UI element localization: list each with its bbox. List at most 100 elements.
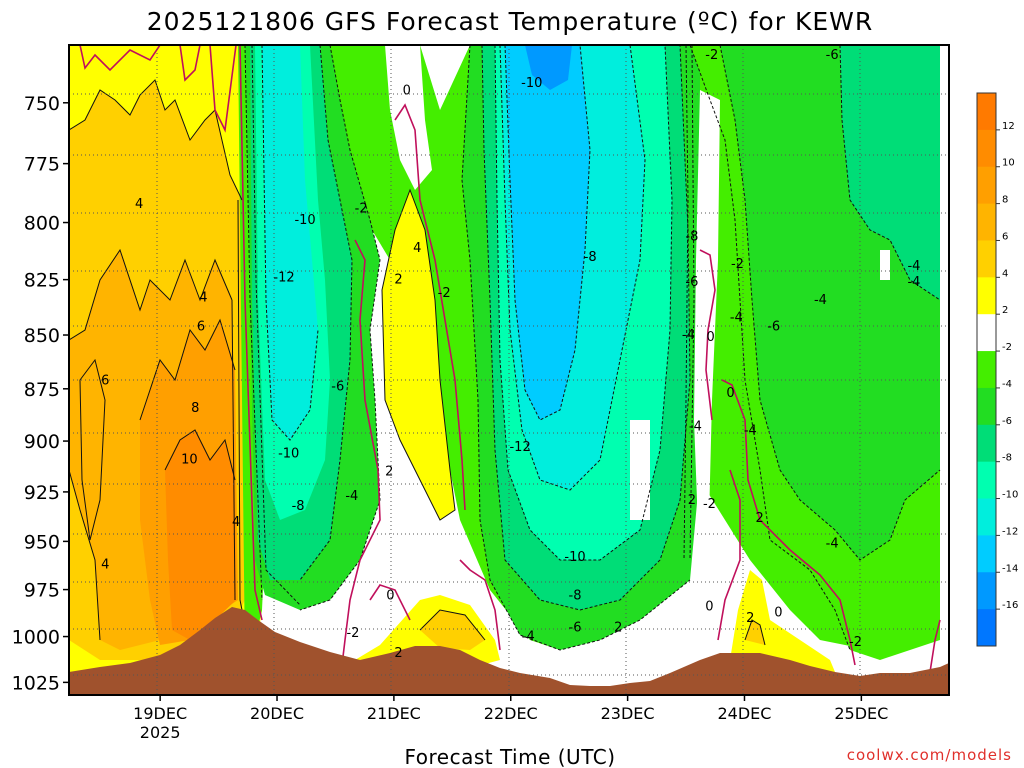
gap-22dec — [385, 45, 432, 190]
contour-label: -4 — [814, 293, 827, 308]
contour-label: -2 — [705, 48, 718, 63]
contour-label: 4 — [101, 558, 109, 573]
contour-label: -8 — [569, 588, 582, 603]
colorbar-swatch — [977, 609, 996, 647]
colorbar-tick-label: -10 — [1002, 490, 1018, 501]
y-tick-label: 750 — [24, 93, 60, 115]
y-tick-label: 950 — [24, 531, 60, 553]
contour-label: 0 — [706, 330, 714, 345]
contour-label: 0 — [386, 588, 394, 603]
y-tick-label: 975 — [24, 580, 60, 602]
colorbar: 12 10 8 6 4 2 -2 -4 -6 -8 -10 -12 -14 -16 — [976, 92, 1018, 647]
cold-region-6c — [840, 45, 940, 300]
contour-label: 0 — [726, 386, 734, 401]
contour-label: 6 — [197, 319, 205, 334]
contour-label: 2 — [394, 273, 402, 288]
contour-label: 4 — [232, 515, 240, 530]
warm-pocket-24dec — [730, 570, 835, 672]
contour-label: -4 — [744, 424, 757, 439]
colorbar-tick-label: 8 — [1002, 195, 1008, 206]
contour-label: 4 — [413, 241, 421, 256]
cold-region-12b — [505, 45, 590, 420]
y-tick-label: 925 — [24, 482, 60, 504]
contour-label: 4 — [135, 197, 143, 212]
contour-label: -4 — [907, 275, 920, 290]
colorbar-tick-label: -14 — [1002, 563, 1018, 574]
contour-label: -2 — [355, 202, 368, 217]
colorbar-swatch — [977, 277, 996, 315]
contour-label: 0 — [705, 600, 713, 615]
colorbar-swatch — [977, 535, 996, 573]
contour-label: -10 — [521, 76, 542, 91]
x-tick-label: 22DEC — [484, 704, 538, 723]
cold-region-10 — [262, 45, 318, 440]
colorbar-swatch — [977, 240, 996, 278]
y-tick-label: 875 — [24, 379, 60, 401]
y-tick-label: 825 — [24, 270, 60, 292]
contour-label: 8 — [191, 401, 199, 416]
cold-region-14b — [525, 45, 572, 90]
freezing-contours — [79, 45, 941, 673]
credit-text: coolwx.com/models — [847, 746, 1012, 764]
y-tick-label: 800 — [24, 213, 60, 235]
colorbar-tick-label: 10 — [1002, 158, 1015, 169]
contour-label: -6 — [569, 620, 582, 635]
contour-label: -2 — [731, 257, 744, 272]
contour-label: -4 — [522, 630, 535, 645]
y-tick-label: 850 — [24, 325, 60, 347]
colorbar-tick-label: 2 — [1002, 305, 1008, 316]
colorbar-tick-label: -6 — [1002, 416, 1012, 427]
contour-label: -2 — [703, 497, 716, 512]
contour-label: -12 — [273, 270, 294, 285]
colorbar-tick-label: 6 — [1002, 231, 1008, 242]
contour-label: -6 — [826, 48, 839, 63]
contour-label: -8 — [685, 229, 698, 244]
x-tick-label: 25DEC — [834, 704, 888, 723]
y-tick-label: 1025 — [12, 672, 60, 694]
contour-label: -6 — [685, 275, 698, 290]
colorbar-swatch — [977, 129, 996, 168]
contour-label: 6 — [101, 373, 109, 388]
colorbar-swatch — [977, 498, 996, 536]
contour-label: -4 — [682, 328, 695, 343]
chart-title: 2025121806 GFS Forecast Temperature (ºC)… — [147, 7, 873, 36]
contour-label: -10 — [294, 213, 315, 228]
contour-label: -4 — [689, 420, 702, 435]
x-axis: 19DEC 20DEC 21DEC 22DEC 23DEC 24DEC 25DEC 2025 — [133, 695, 888, 742]
colorbar-frame — [976, 92, 997, 647]
x-tick-label: 21DEC — [367, 704, 421, 723]
colorbar-tick-label: -16 — [1002, 600, 1018, 611]
colorbar-swatch — [977, 314, 996, 352]
colorbar-tick-label: -4 — [1002, 379, 1012, 390]
contour-label: -4 — [730, 310, 743, 325]
y-tick-label: 775 — [24, 154, 60, 176]
contour-labels: 4 4 6 6 8 10 4 4 -10 -12 -6 -10 -8 -4 -2 0 -2 4 2 -2 2 0 2 -10 -… — [101, 48, 920, 661]
colorbar-swatch — [977, 203, 996, 241]
contour-label: 2 — [614, 620, 622, 635]
colorbar-swatch — [977, 93, 996, 131]
y-axis: 750 775 800 825 850 875 900 925 950 975 1000 1025 — [12, 93, 69, 694]
colorbar-tick-label: -12 — [1002, 526, 1018, 537]
contour-label: -10 — [278, 446, 299, 461]
colorbar-swatch — [977, 166, 996, 205]
x-year-label: 2025 — [140, 723, 181, 742]
x-tick-label: 24DEC — [718, 704, 772, 723]
colorbar-swatch — [977, 461, 996, 500]
contour-label: -12 — [509, 440, 530, 455]
x-axis-label: Forecast Time (UTC) — [404, 745, 615, 768]
contour-label: -2 — [849, 635, 862, 650]
contour-label: -6 — [331, 380, 344, 395]
gap-25dec-b — [630, 420, 650, 520]
contour-label: -4 — [907, 259, 920, 274]
colorbar-swatch — [977, 351, 996, 389]
contour-label: 4 — [199, 291, 207, 306]
colorbar-tick-label: 12 — [1002, 121, 1015, 132]
gridlines — [69, 45, 949, 695]
surface-terrain — [69, 607, 949, 695]
colorbar-swatch — [977, 424, 996, 463]
warm-region-10 — [165, 430, 236, 640]
x-tick-label: 20DEC — [250, 704, 304, 723]
plot-area: 4 4 6 6 8 10 4 4 -10 -12 -6 -10 -8 -4 -2 0 -2 4 2 -2 2 0 2 -10 -… — [69, 45, 949, 695]
colorbar-swatch — [977, 572, 996, 610]
